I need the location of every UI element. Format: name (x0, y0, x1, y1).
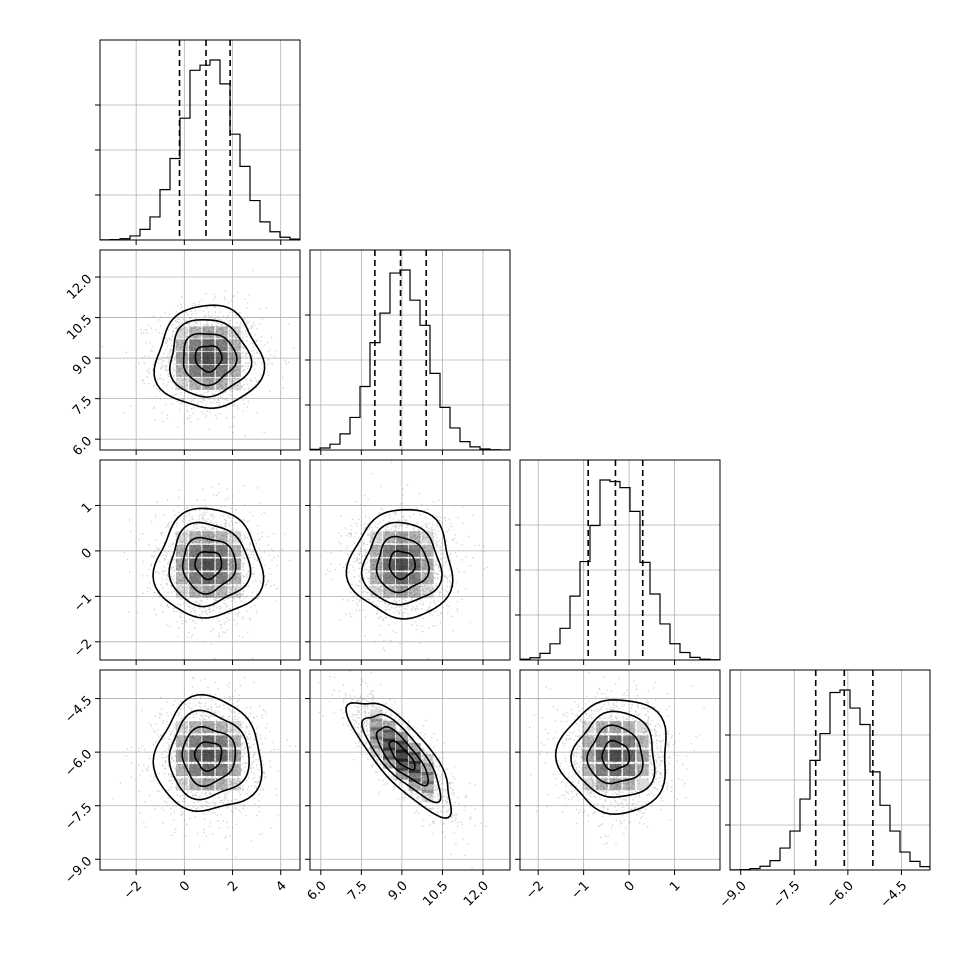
x-tick-label: 10.5 (420, 878, 451, 909)
scatter-points (529, 671, 705, 846)
scatter-panel-0-3 (95, 669, 301, 875)
contour-line-1 (182, 332, 238, 387)
scatter-panel-0-1 (95, 249, 301, 455)
grid-lines (100, 670, 300, 870)
grid-lines (520, 670, 720, 870)
x-tick-label: −4.5 (878, 878, 911, 911)
x-tick-label: 0 (177, 878, 193, 894)
axis-frame (99, 459, 301, 661)
axis-frame (99, 249, 301, 451)
contour-line-0 (388, 740, 416, 771)
x-tick-label: −7.5 (770, 878, 803, 911)
grid-lines (100, 460, 300, 660)
x-tick-label: 6.0 (305, 878, 330, 903)
histogram-panel-3 (725, 669, 931, 875)
x-tick-label: 12.0 (461, 878, 492, 909)
axis-frame (519, 459, 721, 661)
grid-lines (310, 460, 510, 660)
density-blocks (175, 326, 241, 390)
histogram-panel-1 (305, 249, 511, 455)
contour-line-2 (570, 710, 656, 799)
axis-frame (309, 249, 511, 451)
density-blocks (175, 721, 241, 791)
y-tick-label: 9.0 (70, 353, 95, 378)
contour-line-3 (554, 699, 667, 816)
scatter-panel-1-2 (305, 459, 511, 665)
density-blocks (582, 721, 649, 791)
y-tick-label: −1 (71, 591, 95, 615)
contour-line-0 (601, 739, 631, 772)
contour-line-0 (388, 550, 416, 581)
histogram-panel-0 (95, 39, 301, 245)
x-tick-label: 0 (622, 878, 638, 894)
histogram-step (100, 59, 300, 240)
y-tick-label: −7.5 (62, 800, 95, 833)
axis-frame (309, 459, 511, 661)
contour-line-3 (153, 304, 266, 410)
scatter-panel-2-3 (515, 669, 721, 875)
contour-line-1 (375, 535, 430, 594)
axis-frame (99, 39, 301, 241)
histogram-panel-2 (515, 459, 721, 665)
x-tick-label: −6.0 (824, 878, 857, 911)
contour-line-3 (345, 508, 454, 620)
contour-line-0 (194, 345, 223, 373)
x-tick-label: −9.0 (717, 878, 750, 911)
y-tick-label: 10.5 (64, 312, 95, 343)
contour-line-0 (194, 550, 223, 581)
contour-line-2 (360, 521, 443, 606)
y-tick-label: −4.5 (62, 693, 95, 726)
contour-line-2 (168, 521, 252, 608)
x-tick-label: 7.5 (345, 878, 370, 903)
axis-frame (99, 669, 301, 871)
x-tick-label: −2 (121, 878, 145, 902)
y-tick-label: 1 (79, 500, 95, 516)
axis-frame (729, 669, 931, 871)
contour-line-3 (345, 702, 452, 819)
contour-line-1 (181, 726, 237, 788)
x-tick-label: −2 (523, 878, 547, 902)
y-tick-label: −9.0 (62, 854, 95, 887)
contour-line-3 (152, 693, 263, 813)
y-tick-label: −2 (71, 637, 95, 661)
contour-line-3 (152, 507, 265, 619)
axis-frame (309, 669, 511, 871)
histogram-step (310, 269, 510, 450)
x-tick-label: 2 (225, 878, 241, 894)
contour-line-1 (181, 536, 237, 595)
histogram-step (730, 689, 930, 870)
y-tick-label: 12.0 (64, 272, 95, 303)
contour-line-1 (586, 724, 644, 785)
axis-frame (519, 669, 721, 871)
y-tick-label: −6.0 (62, 747, 95, 780)
contour-line-0 (193, 741, 223, 772)
y-tick-label: 0 (79, 546, 95, 562)
contour-line-2 (360, 713, 442, 804)
histogram-step (520, 479, 720, 660)
density-blocks (370, 531, 434, 598)
x-tick-label: 4 (273, 878, 289, 894)
scatter-points (112, 670, 297, 858)
density-blocks (175, 531, 241, 598)
x-tick-label: 9.0 (386, 878, 411, 903)
x-tick-label: −1 (569, 878, 593, 902)
y-tick-label: 7.5 (70, 393, 95, 418)
y-tick-label: 6.0 (70, 434, 95, 459)
contour-line-2 (168, 319, 253, 398)
contour-line-1 (375, 725, 429, 787)
x-tick-label: 1 (667, 878, 683, 894)
contour-line-2 (168, 709, 250, 801)
scatter-panel-0-2 (95, 459, 301, 665)
scatter-panel-1-3 (305, 669, 511, 875)
